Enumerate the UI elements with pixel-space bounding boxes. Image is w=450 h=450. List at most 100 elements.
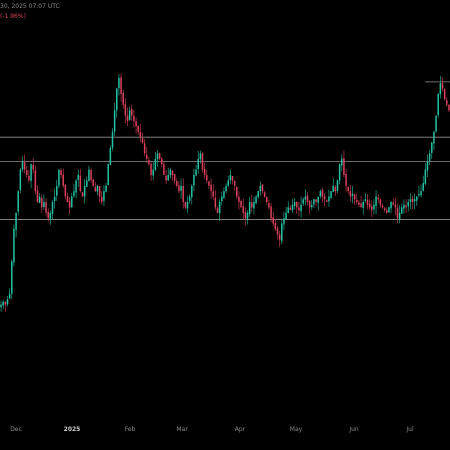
candle [216,206,219,214]
candle-body [193,175,195,186]
candle-body [146,154,148,159]
x-tick-label: Dec [10,426,22,433]
candle-body [411,198,414,202]
candle [437,93,439,118]
candle-body [116,88,118,111]
candle [246,210,249,225]
candle-body [246,212,249,220]
candle-body [266,197,268,202]
candle-body [368,203,371,208]
x-tick-label: Jun [349,426,359,433]
candle-body [216,208,219,213]
candle [242,198,244,220]
candle [236,186,238,200]
candle-body [111,131,114,148]
candle [26,165,28,178]
candle-body [51,202,54,214]
candle [323,193,326,207]
candle-body [298,207,300,211]
candle-body [73,191,75,196]
candle [257,190,259,200]
candle-body [336,180,339,191]
candle-body [334,187,337,192]
candle [274,219,277,232]
candle [336,179,339,193]
candle [375,190,377,214]
candlestick-chart[interactable] [0,0,450,424]
candle-body [289,207,292,211]
candle-body [383,208,386,211]
candle [330,191,332,200]
candle [0,300,2,312]
candle-body [233,180,236,186]
candle-body [424,169,427,184]
candle [53,188,56,209]
candle-body [131,108,133,116]
candle [210,178,212,199]
candle-body [396,207,399,219]
candle-body [19,169,22,190]
candle-body [231,176,234,181]
candle-body [68,200,71,208]
candle [47,208,49,222]
candle-body [240,200,242,208]
candle [62,168,64,188]
candle-body [206,174,208,181]
candle [19,168,22,194]
candle-body [401,207,403,214]
candle [88,165,90,182]
candle-body [8,293,11,299]
candle-body [143,143,146,154]
candle-body [443,89,446,100]
candle-body [171,170,174,175]
candle [276,226,279,240]
candle-body [188,196,191,201]
candle-body [184,202,187,208]
candle-body [278,234,281,240]
candle [420,184,422,198]
candle-body [236,186,238,197]
candle [266,196,268,205]
candle [156,150,159,167]
candle-body [128,110,131,121]
candle [137,125,139,135]
candle [231,176,234,185]
candle [126,107,129,127]
candle-body [199,153,202,160]
candle [308,199,311,214]
candle-body [418,193,420,196]
candle [289,205,292,211]
candle-body [152,169,154,176]
candle-body [154,158,157,170]
candle [281,219,283,245]
candle [409,193,412,210]
candle [313,198,315,208]
candle [23,154,26,174]
candle [191,184,193,205]
candle [79,169,82,193]
candle-body [38,196,41,203]
candle [122,89,124,109]
candle-body [173,174,176,181]
candle [218,199,221,222]
candle [131,104,133,121]
candle [15,212,17,238]
candle-body [296,201,298,208]
candle [315,198,317,207]
candle [383,206,386,213]
candle-body [330,191,332,198]
candle [11,259,13,300]
candle [66,192,69,203]
candle-body [253,202,255,209]
candle-body [163,164,165,175]
candle-body [122,92,124,105]
candle-body [446,100,448,105]
candle [229,169,232,185]
candle-body [242,206,244,213]
candle-body [75,180,77,193]
candle [83,179,86,204]
candle [21,156,24,172]
candle-body [362,202,364,208]
candle-body [197,158,199,170]
candle [377,193,379,203]
